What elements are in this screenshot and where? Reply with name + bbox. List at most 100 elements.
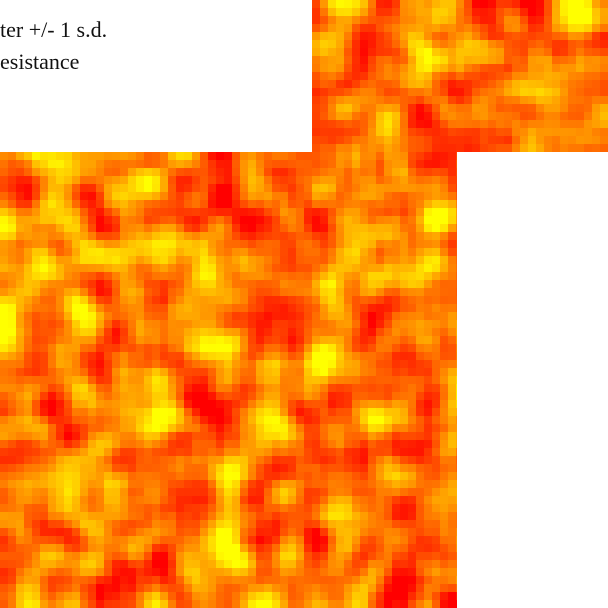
heat-cell (440, 400, 448, 408)
heat-cell (392, 528, 400, 536)
heat-cell (72, 304, 80, 312)
heat-cell (200, 600, 208, 608)
heat-cell (576, 128, 584, 136)
heat-cell (400, 352, 408, 360)
heat-cell (424, 456, 432, 464)
heat-cell (40, 472, 48, 480)
heat-cell (208, 584, 216, 592)
heat-cell (584, 64, 592, 72)
heat-cell (400, 512, 408, 520)
heat-cell (232, 384, 240, 392)
heat-cell (440, 104, 448, 112)
heat-cell (40, 560, 48, 568)
heat-cell (552, 128, 560, 136)
heat-cell (152, 200, 160, 208)
heat-cell (392, 360, 400, 368)
heat-cell (128, 592, 136, 600)
heat-cell (224, 592, 232, 600)
heat-cell (456, 264, 457, 272)
heat-cell (24, 280, 32, 288)
heat-cell (456, 568, 457, 576)
heat-cell (304, 368, 312, 376)
heat-cell (112, 496, 120, 504)
heat-cell (264, 200, 272, 208)
heat-cell (8, 256, 16, 264)
heat-cell (240, 320, 248, 328)
heat-cell (376, 424, 384, 432)
heat-cell (512, 80, 520, 88)
heat-cell (144, 488, 152, 496)
heat-cell (32, 288, 40, 296)
heat-cell (40, 416, 48, 424)
heat-cell (296, 520, 304, 528)
heat-cell (312, 512, 320, 520)
heat-cell (112, 192, 120, 200)
heat-cell (160, 472, 168, 480)
heat-cell (280, 368, 288, 376)
heat-cell (264, 408, 272, 416)
heat-cell (344, 96, 352, 104)
heat-cell (64, 424, 72, 432)
heat-cell (40, 184, 48, 192)
heat-cell (392, 280, 400, 288)
heat-cell (80, 232, 88, 240)
heat-cell (360, 424, 368, 432)
heat-cell (8, 392, 16, 400)
heat-cell (216, 216, 224, 224)
heat-cell (104, 520, 112, 528)
heat-cell (296, 376, 304, 384)
heat-cell (208, 408, 216, 416)
heat-cell (8, 304, 16, 312)
heat-cell (104, 456, 112, 464)
heat-cell (56, 520, 64, 528)
heat-cell (408, 520, 416, 528)
heat-cell (344, 360, 352, 368)
heat-cell (192, 216, 200, 224)
heat-cell (440, 416, 448, 424)
heat-cell (120, 368, 128, 376)
heat-cell (24, 272, 32, 280)
heat-cell (480, 112, 488, 120)
heat-cell (360, 544, 368, 552)
heat-cell (464, 112, 472, 120)
heat-cell (456, 112, 464, 120)
heat-cell (432, 568, 440, 576)
heat-cell (536, 72, 544, 80)
heat-cell (216, 160, 224, 168)
heat-cell (440, 96, 448, 104)
heat-cell (264, 472, 272, 480)
heat-cell (584, 80, 592, 88)
heat-cell (360, 248, 368, 256)
heat-cell (0, 296, 8, 304)
heat-cell (368, 256, 376, 264)
heat-cell (280, 584, 288, 592)
heat-cell (144, 496, 152, 504)
heat-cell (496, 112, 504, 120)
heat-cell (408, 328, 416, 336)
heat-cell (304, 456, 312, 464)
heat-cell (224, 472, 232, 480)
heat-cell (232, 496, 240, 504)
heat-cell (192, 224, 200, 232)
heat-cell (72, 432, 80, 440)
heat-cell (64, 568, 72, 576)
heat-cell (192, 424, 200, 432)
heat-cell (384, 544, 392, 552)
heat-cell (432, 472, 440, 480)
heat-cell (160, 320, 168, 328)
heat-cell (144, 240, 152, 248)
heat-cell (112, 312, 120, 320)
heat-cell (32, 232, 40, 240)
heat-cell (416, 112, 424, 120)
heat-cell (400, 96, 408, 104)
heat-cell (320, 304, 328, 312)
heat-cell (328, 240, 336, 248)
heat-cell (128, 336, 136, 344)
heat-cell (520, 0, 528, 8)
heat-cell (280, 568, 288, 576)
heat-cell (144, 448, 152, 456)
heat-cell (40, 408, 48, 416)
heat-cell (368, 408, 376, 416)
heat-cell (248, 200, 256, 208)
heat-cell (48, 312, 56, 320)
